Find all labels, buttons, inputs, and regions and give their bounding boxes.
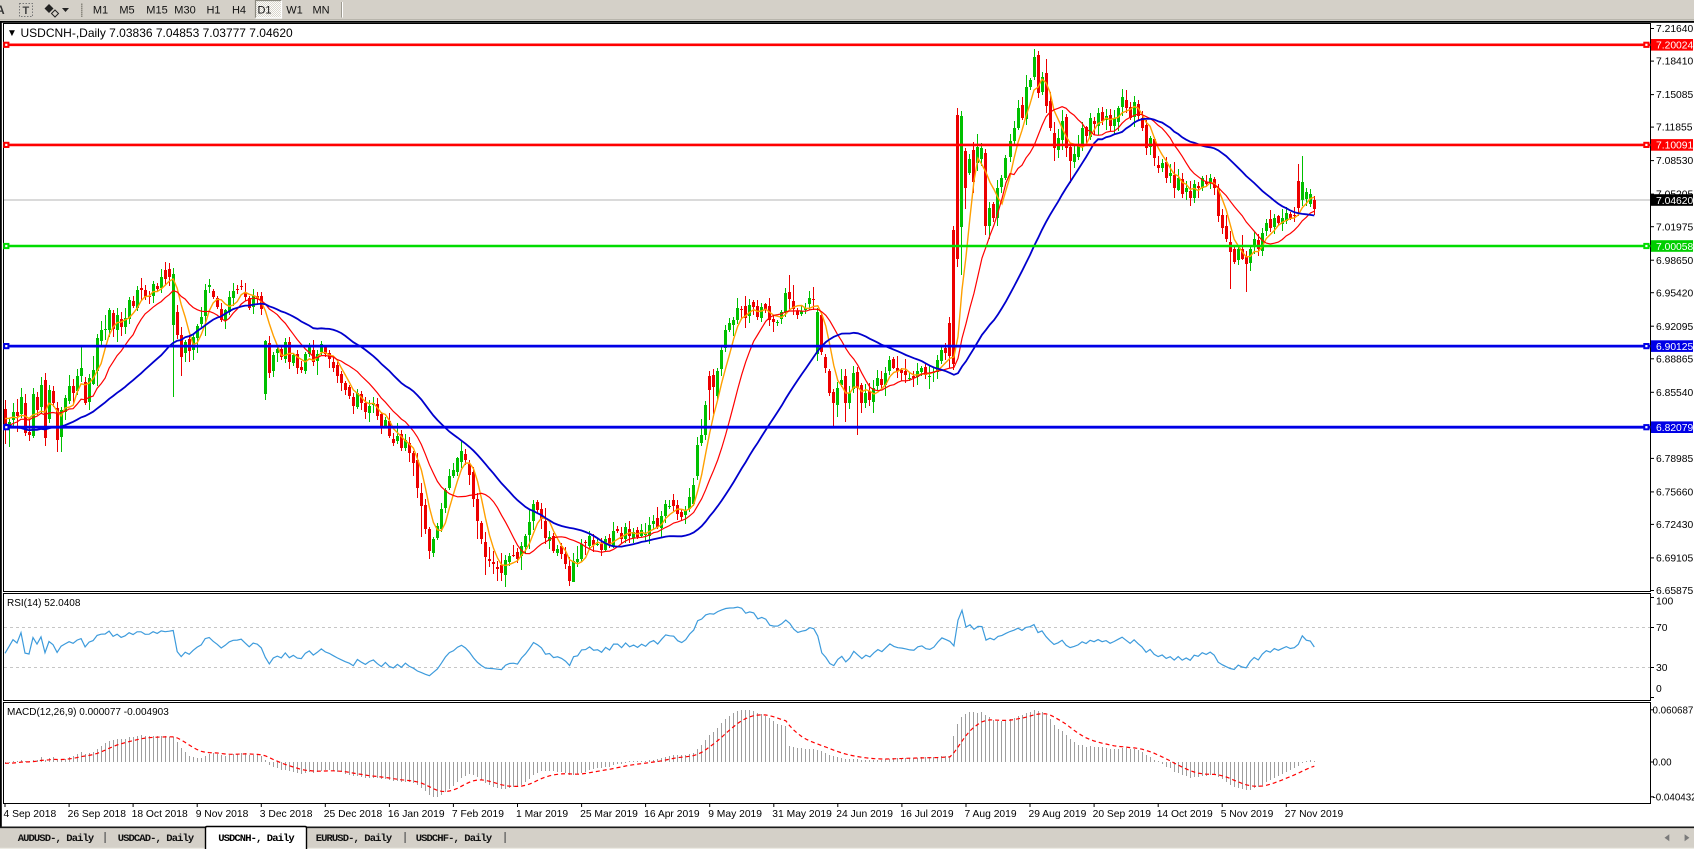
svg-text:USDCNH-,Daily 7.03836 7.04853: USDCNH-,Daily 7.03836 7.04853 7.03777 7.…	[21, 26, 294, 40]
svg-text:14 Oct 2019: 14 Oct 2019	[1157, 809, 1213, 820]
svg-text:20 Sep 2019: 20 Sep 2019	[1093, 809, 1152, 820]
svg-text:RSI(14) 52.0408: RSI(14) 52.0408	[7, 598, 81, 609]
svg-text:7.04620: 7.04620	[1656, 196, 1693, 207]
svg-text:H1: H1	[206, 5, 220, 17]
svg-text:100: 100	[1656, 597, 1673, 608]
svg-text:16 Jul 2019: 16 Jul 2019	[900, 809, 954, 820]
svg-text:USDCNH-, Daily: USDCNH-, Daily	[218, 833, 295, 845]
svg-text:30: 30	[1656, 663, 1668, 674]
svg-text:7.11855: 7.11855	[1656, 123, 1693, 134]
svg-text:6.90125: 6.90125	[1656, 342, 1693, 353]
svg-text:16 Apr 2019: 16 Apr 2019	[644, 809, 700, 820]
svg-text:29 Aug 2019: 29 Aug 2019	[1029, 809, 1087, 820]
svg-text:6.75660: 6.75660	[1656, 488, 1693, 499]
svg-text:M15: M15	[146, 5, 167, 17]
svg-text:6.88865: 6.88865	[1656, 354, 1693, 365]
svg-text:7.01975: 7.01975	[1656, 222, 1693, 233]
svg-text:7.21640: 7.21640	[1656, 24, 1693, 35]
svg-text:A: A	[0, 3, 5, 17]
svg-text:31 May 2019: 31 May 2019	[772, 809, 832, 820]
svg-text:MACD(12,26,9) 0.000077 -0.0049: MACD(12,26,9) 0.000077 -0.004903	[7, 707, 169, 718]
svg-text:9 Nov 2018: 9 Nov 2018	[196, 809, 249, 820]
svg-text:9 May 2019: 9 May 2019	[708, 809, 762, 820]
svg-text:6.98650: 6.98650	[1656, 256, 1693, 267]
svg-text:W1: W1	[286, 5, 303, 17]
svg-text:-0.040432: -0.040432	[1653, 792, 1694, 803]
svg-text:6.65875: 6.65875	[1656, 586, 1693, 597]
svg-text:T: T	[23, 5, 30, 17]
svg-text:0: 0	[1656, 684, 1662, 695]
svg-text:7.15085: 7.15085	[1656, 90, 1693, 101]
svg-text:USDCHF-, Daily: USDCHF-, Daily	[416, 833, 493, 845]
svg-text:USDCAD-, Daily: USDCAD-, Daily	[118, 833, 195, 845]
svg-text:25 Dec 2018: 25 Dec 2018	[324, 809, 383, 820]
svg-text:1 Mar 2019: 1 Mar 2019	[516, 809, 568, 820]
svg-text:0.00: 0.00	[1653, 758, 1673, 769]
svg-text:16 Jan 2019: 16 Jan 2019	[388, 809, 445, 820]
svg-text:25 Mar 2019: 25 Mar 2019	[580, 809, 638, 820]
svg-text:6.95420: 6.95420	[1656, 288, 1693, 299]
svg-text:26 Sep 2018: 26 Sep 2018	[68, 809, 127, 820]
svg-text:M5: M5	[119, 5, 134, 17]
svg-text:24 Jun 2019: 24 Jun 2019	[836, 809, 893, 820]
svg-text:7.00058: 7.00058	[1656, 242, 1693, 253]
svg-text:6.85540: 6.85540	[1656, 388, 1693, 399]
svg-text:EURUSD-, Daily: EURUSD-, Daily	[316, 833, 393, 845]
svg-text:AUDUSD-, Daily: AUDUSD-, Daily	[18, 833, 95, 845]
svg-text:▼: ▼	[7, 28, 17, 39]
svg-text:6.92095: 6.92095	[1656, 322, 1693, 333]
svg-text:7.10091: 7.10091	[1656, 141, 1693, 152]
svg-text:M1: M1	[93, 5, 108, 17]
svg-text:H4: H4	[232, 5, 246, 17]
svg-text:7 Aug 2019: 7 Aug 2019	[965, 809, 1017, 820]
svg-text:7.18410: 7.18410	[1656, 57, 1693, 68]
svg-text:6.72430: 6.72430	[1656, 520, 1693, 531]
svg-text:MN: MN	[312, 5, 329, 17]
svg-text:4 Sep 2018: 4 Sep 2018	[4, 809, 57, 820]
svg-text:7.20024: 7.20024	[1656, 41, 1693, 52]
svg-text:6.78985: 6.78985	[1656, 454, 1693, 465]
svg-text:70: 70	[1656, 623, 1668, 634]
svg-text:6.82079: 6.82079	[1656, 423, 1693, 434]
svg-text:3 Dec 2018: 3 Dec 2018	[260, 809, 313, 820]
svg-text:18 Oct 2018: 18 Oct 2018	[132, 809, 188, 820]
svg-text:M30: M30	[174, 5, 195, 17]
svg-text:6.69105: 6.69105	[1656, 554, 1693, 565]
svg-text:7 Feb 2019: 7 Feb 2019	[452, 809, 504, 820]
svg-text:5 Nov 2019: 5 Nov 2019	[1221, 809, 1274, 820]
svg-text:7.08530: 7.08530	[1656, 156, 1693, 167]
svg-text:0.060687: 0.060687	[1653, 705, 1694, 716]
svg-text:27 Nov 2019: 27 Nov 2019	[1285, 809, 1344, 820]
svg-text:D1: D1	[257, 5, 271, 17]
